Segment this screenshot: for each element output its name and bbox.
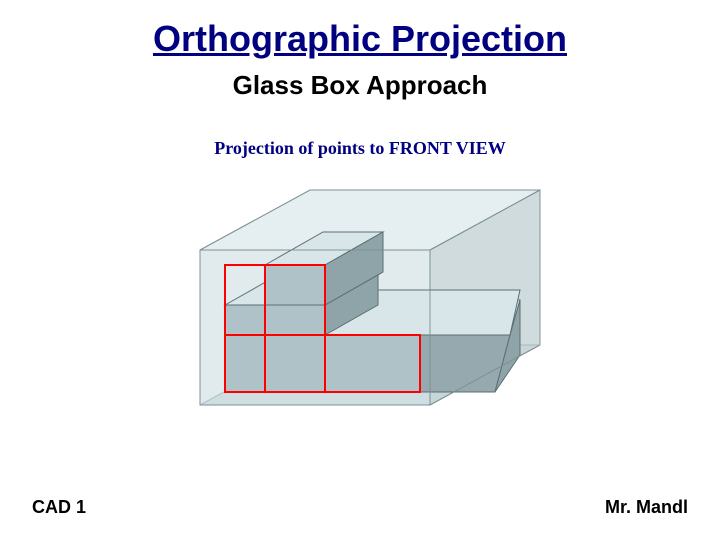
page-title: Orthographic Projection [0,18,720,60]
page-subtitle: Glass Box Approach [0,70,720,101]
diagram-stage [130,170,590,450]
solid-base-front-angle [420,335,510,392]
glass-box-diagram [130,170,590,450]
solid-base-front [225,335,420,392]
footer-left: CAD 1 [32,497,86,518]
footer-right: Mr. Mandl [605,497,688,518]
solid-step-front [265,265,325,305]
diagram-caption: Projection of points to FRONT VIEW [0,138,720,159]
solid-mid-front [225,305,325,335]
